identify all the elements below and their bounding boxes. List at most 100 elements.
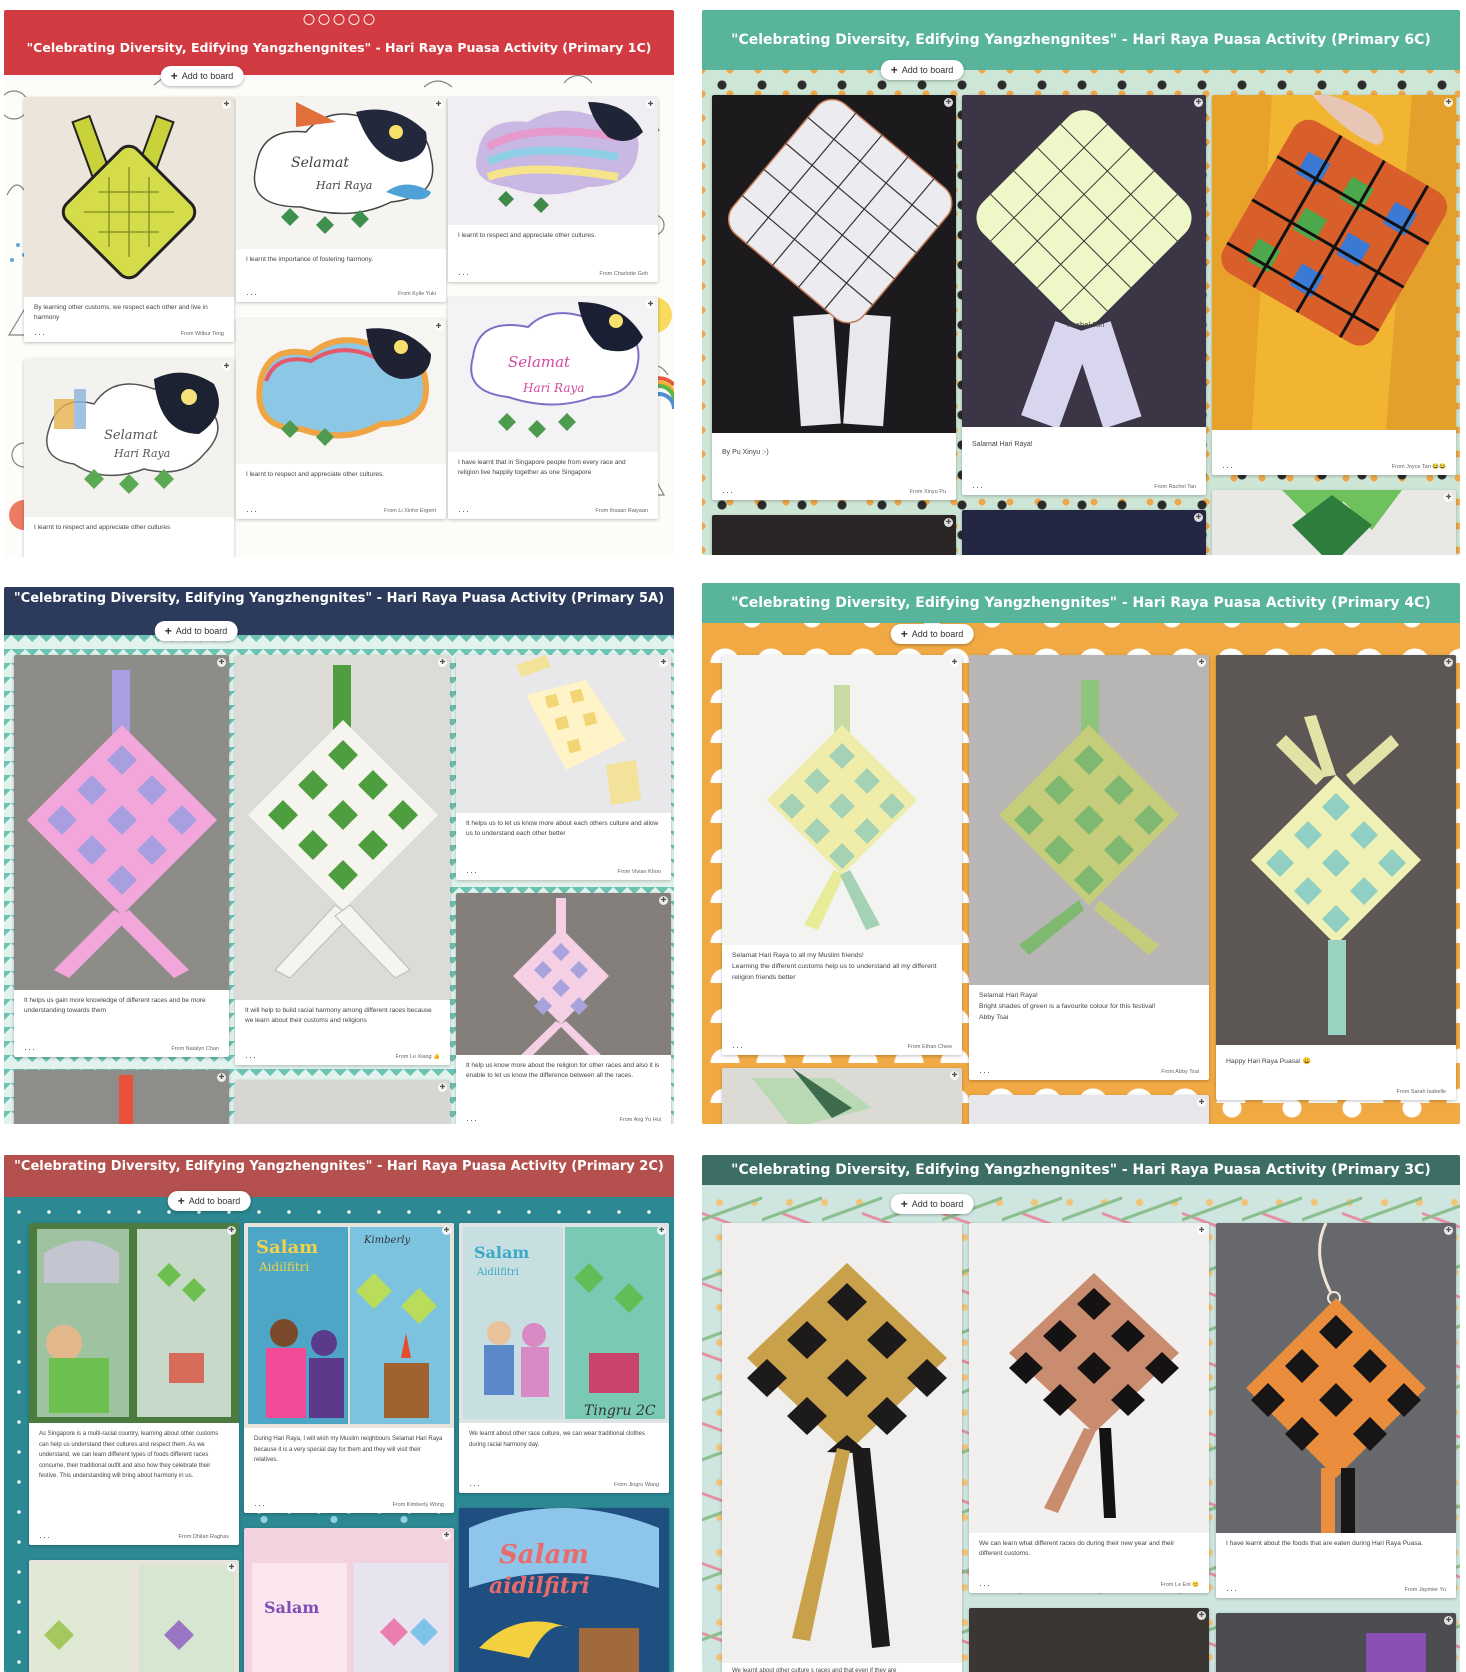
post-image[interactable]: [456, 655, 671, 813]
more-options-icon[interactable]: ···: [1226, 1585, 1238, 1595]
post-card[interactable]: ✚ As Singapore is a multi-racial country…: [29, 1223, 239, 1545]
post-image[interactable]: [1216, 655, 1456, 1045]
expand-icon[interactable]: ✚: [217, 1073, 226, 1082]
more-options-icon[interactable]: ···: [1222, 462, 1234, 472]
more-options-icon[interactable]: ···: [732, 1042, 744, 1052]
expand-icon[interactable]: ✚: [944, 98, 953, 107]
post-card[interactable]: ✚ Salam Aidilfitri Kimberly During Hari R…: [244, 1223, 454, 1513]
expand-icon[interactable]: ✚: [434, 322, 443, 331]
post-image[interactable]: [722, 655, 962, 945]
more-options-icon[interactable]: ···: [722, 487, 734, 497]
post-image[interactable]: [235, 655, 450, 1000]
more-options-icon[interactable]: ···: [254, 1500, 266, 1510]
expand-icon[interactable]: ✚: [442, 1226, 451, 1235]
post-card[interactable]: ✚ I learnt to respect and appreciate oth…: [236, 319, 446, 519]
post-card[interactable]: ✚ Selamat Hari Raya! Bright shades of gr…: [969, 655, 1209, 1080]
add-to-board-button[interactable]: + Add to board: [154, 621, 238, 641]
post-image[interactable]: [236, 319, 446, 464]
more-options-icon[interactable]: ···: [979, 1580, 991, 1590]
post-card[interactable]: We learnt about other culture s races an…: [722, 1223, 962, 1672]
post-card[interactable]: ✚ It will help to build racial harmony a…: [235, 655, 450, 1065]
expand-icon[interactable]: ✚: [646, 100, 655, 109]
more-icon[interactable]: [363, 14, 375, 25]
post-card[interactable]: ✚ It help us know more about the religio…: [456, 893, 671, 1124]
post-image[interactable]: [24, 97, 234, 297]
post-card[interactable]: ✚ By Pu Xinyu :-) ··· From Xinyu Pu: [712, 95, 956, 500]
more-options-icon[interactable]: ···: [39, 1532, 51, 1542]
share-icon[interactable]: [303, 14, 315, 25]
expand-icon[interactable]: ✚: [438, 1083, 447, 1092]
post-image[interactable]: Rachel Tan: [962, 95, 1206, 427]
expand-icon[interactable]: ✚: [442, 1531, 451, 1540]
post-card[interactable]: ✚: [722, 1068, 962, 1124]
post-image[interactable]: [456, 893, 671, 1055]
post-image[interactable]: [722, 1223, 962, 1663]
post-card[interactable]: ✚: [1212, 490, 1456, 555]
post-card[interactable]: ✚ Selamat Hari Raya I learnt the importan…: [236, 97, 446, 302]
more-options-icon[interactable]: ···: [246, 289, 258, 299]
expand-icon[interactable]: ✚: [944, 518, 953, 527]
post-image[interactable]: [1216, 1223, 1456, 1533]
settings-icon[interactable]: [333, 14, 345, 25]
post-image[interactable]: [29, 1223, 239, 1423]
post-card[interactable]: ✚: [969, 1095, 1209, 1124]
expand-icon[interactable]: ✚: [217, 658, 226, 667]
expand-icon[interactable]: ✚: [222, 362, 231, 371]
post-card[interactable]: ✚ Selamat Hari Raya to all my Muslim fri…: [722, 655, 962, 1055]
post-card[interactable]: ✚: [962, 510, 1206, 555]
post-card[interactable]: ✚ It helps us gain more knowledge of dif…: [14, 655, 229, 1057]
add-to-board-button[interactable]: + Add to board: [890, 624, 974, 644]
post-image[interactable]: [969, 655, 1209, 985]
post-image[interactable]: Selamat Hari Raya: [236, 97, 446, 249]
expand-icon[interactable]: ✚: [222, 100, 231, 109]
expand-icon[interactable]: ✚: [657, 1226, 666, 1235]
add-to-board-button[interactable]: + Add to board: [167, 1191, 251, 1211]
post-card[interactable]: ✚: [1216, 1613, 1456, 1672]
post-image[interactable]: Selamat Hari Raya: [448, 297, 658, 452]
post-image[interactable]: [448, 97, 658, 225]
add-to-board-button[interactable]: + Add to board: [160, 66, 244, 86]
expand-icon[interactable]: ✚: [1444, 1226, 1453, 1235]
post-image[interactable]: [14, 655, 229, 990]
post-card[interactable]: ✚ Happy Hari Raya Puasa! 😀 From Sarah Is…: [1216, 655, 1456, 1100]
post-card[interactable]: ✚ I learnt to respect and appreciate oth…: [448, 97, 658, 282]
post-card[interactable]: ✚ It helps us to let us know more about …: [456, 655, 671, 880]
more-options-icon[interactable]: ···: [458, 506, 470, 516]
post-card[interactable]: ✚: [712, 515, 956, 555]
post-image[interactable]: [969, 1223, 1209, 1533]
expand-icon[interactable]: ✚: [438, 658, 447, 667]
post-card[interactable]: ✚ We can learn what different races do d…: [969, 1223, 1209, 1593]
post-card[interactable]: ✚ ··· From Joyce Tan 😂😂: [1212, 95, 1456, 475]
expand-icon[interactable]: ✚: [950, 658, 959, 667]
post-card[interactable]: ✚ By learning other customs, we respect …: [24, 97, 234, 342]
more-options-icon[interactable]: ···: [246, 506, 258, 516]
like-icon[interactable]: [348, 14, 360, 25]
expand-icon[interactable]: ✚: [1444, 98, 1453, 107]
expand-icon[interactable]: ✚: [1197, 1611, 1206, 1620]
expand-icon[interactable]: ✚: [434, 100, 443, 109]
post-card[interactable]: Salam aidilfitri: [459, 1508, 669, 1672]
post-card[interactable]: ✚ Selamat Hari Raya I learnt to respect a…: [24, 359, 234, 557]
post-card[interactable]: ✚ Salam Aidilfitri Tingru 2C We learnt ab…: [459, 1223, 669, 1493]
post-card[interactable]: ✚: [14, 1070, 229, 1124]
expand-icon[interactable]: ✚: [1194, 98, 1203, 107]
more-options-icon[interactable]: ···: [34, 329, 46, 339]
more-options-icon[interactable]: ···: [466, 1115, 478, 1125]
add-to-board-button[interactable]: + Add to board: [890, 1194, 974, 1214]
more-options-icon[interactable]: ···: [24, 1044, 36, 1054]
post-card[interactable]: ✚: [235, 1080, 450, 1124]
post-card[interactable]: ✚ Salam: [244, 1528, 454, 1672]
post-card[interactable]: ✚ Rachel Tan Salamat Hari Raya! ··· From …: [962, 95, 1206, 495]
expand-icon[interactable]: ✚: [1444, 658, 1453, 667]
more-options-icon[interactable]: ···: [245, 1052, 257, 1062]
post-card[interactable]: ✚: [29, 1560, 239, 1672]
expand-icon[interactable]: ✚: [1197, 1226, 1206, 1235]
post-image[interactable]: Salam Aidilfitri Tingru 2C: [459, 1223, 669, 1423]
post-image[interactable]: Salam Aidilfitri Kimberly: [244, 1223, 454, 1428]
post-image[interactable]: [1212, 95, 1456, 430]
expand-icon[interactable]: ✚: [659, 658, 668, 667]
more-options-icon[interactable]: ···: [466, 867, 478, 877]
expand-icon[interactable]: ✚: [1194, 513, 1203, 522]
link-icon[interactable]: [318, 14, 330, 25]
more-options-icon[interactable]: ···: [972, 482, 984, 492]
